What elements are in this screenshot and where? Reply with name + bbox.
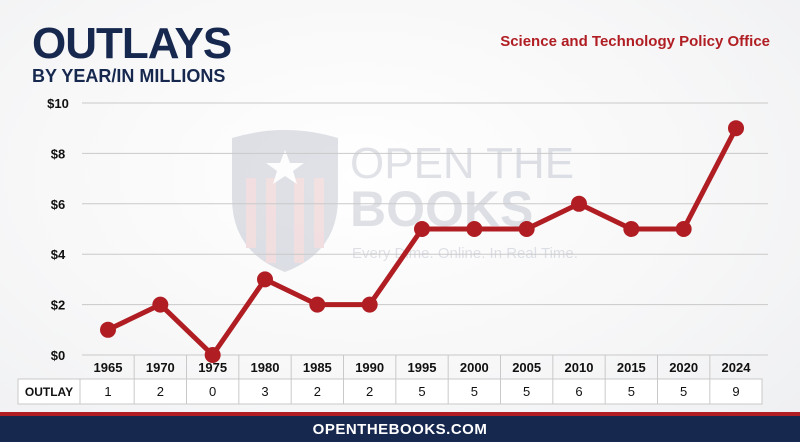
series-outlay [100,120,744,363]
data-point [414,221,430,237]
data-point [571,195,587,212]
chart-title: OUTLAYS [32,19,232,68]
x-tick-label: 1995 [408,360,437,375]
y-tick-label: $2 [51,298,65,313]
x-tick-label: 2020 [669,360,698,375]
y-tick-label: $4 [51,247,66,262]
table-row-label: OUTLAY [25,385,73,399]
x-tick-label: 2010 [565,360,594,375]
data-label: 1 [104,384,111,399]
table-row-box [17,378,763,405]
x-tick-label: 2024 [722,360,752,375]
data-point [361,296,378,313]
data-table: OUTLAY 1965 1 1970 2 1975 0 1980 3 1985 2 1990 2 1995… [17,355,763,405]
data-label: 5 [628,384,635,399]
data-point [518,221,535,237]
x-tick-label: 1970 [146,360,175,375]
x-tick-label: 1975 [198,360,227,375]
data-point [623,221,640,237]
data-label: 9 [732,384,739,399]
data-label: 2 [314,384,321,399]
x-tick-label: 1980 [251,360,280,375]
x-tick-label: 2015 [617,360,646,375]
y-tick-label: $6 [51,197,65,212]
data-label: 0 [209,384,216,399]
data-point [204,347,221,363]
data-label: 5 [471,384,478,399]
data-point [257,271,273,288]
footer-url[interactable]: OPENTHEBOOKS.COM [312,420,488,438]
grid [82,102,768,356]
data-label: 5 [523,384,530,399]
data-label: 6 [575,384,582,399]
data-point [728,120,744,137]
data-point [152,296,169,313]
data-label: 5 [680,384,687,399]
x-tick-label: 1990 [355,360,384,375]
y-tick-label: $0 [51,348,65,363]
data-label: 3 [261,384,268,399]
footer-bar: OPENTHEBOOKS.COM [0,412,800,442]
data-point [309,296,326,313]
x-tick-label: 2005 [512,360,541,375]
watermark-shield-icon [232,130,338,272]
y-tick-label: $10 [47,96,69,111]
data-label: 5 [418,384,425,399]
watermark-tagline: Every Dime. Online. In Real Time. [352,245,578,262]
data-label: 2 [157,384,164,399]
agency-name: Science and Technology Policy Office [500,33,770,50]
x-tick-label: 1965 [94,360,123,375]
data-label: 2 [366,384,373,399]
y-axis: $0 $2 $4 $6 $8 $10 [47,96,69,363]
x-tick-label: 2000 [460,360,489,375]
data-point [675,221,692,237]
x-tick-label: 1985 [303,360,332,375]
data-point [100,321,116,338]
chart-subtitle: BY YEAR/IN MILLIONS [32,66,226,86]
watermark-line1: OPEN THE [350,139,574,188]
data-point [466,221,483,237]
y-tick-label: $8 [51,146,65,161]
